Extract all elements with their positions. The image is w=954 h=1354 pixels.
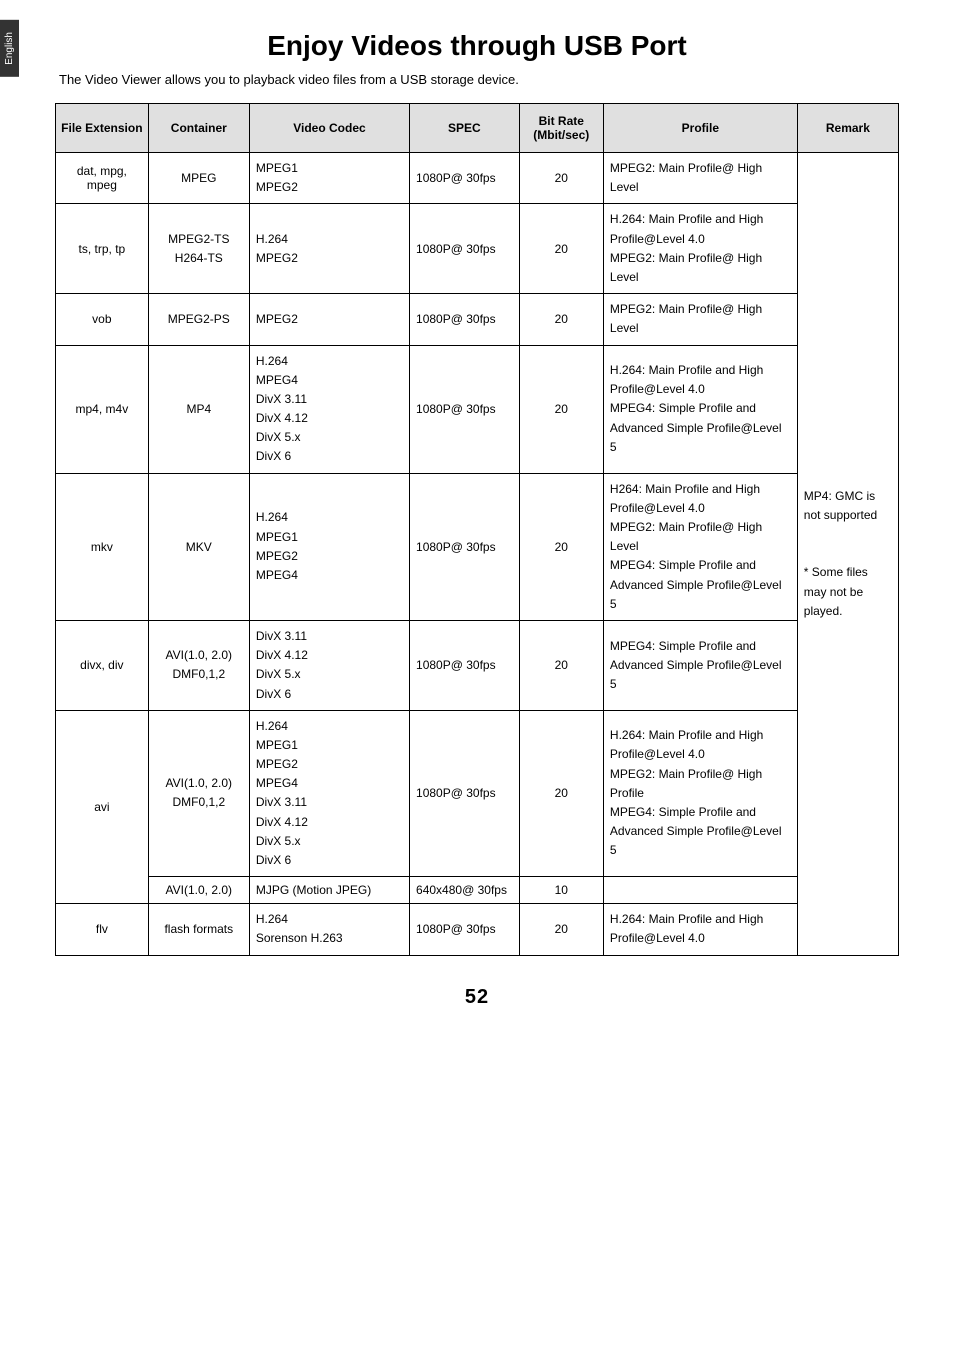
cell-ext: vob — [56, 294, 149, 345]
cell-ext: dat, mpg, mpeg — [56, 153, 149, 204]
cell-spec: 1080P@ 30fps — [410, 345, 520, 473]
table-row: avi AVI(1.0, 2.0)DMF0,1,2 H.264MPEG1MPEG… — [56, 710, 899, 877]
cell-profile: H.264: Main Profile and High Profile@Lev… — [603, 904, 797, 955]
cell-codec: H.264MPEG1MPEG2MPEG4 — [249, 473, 409, 620]
header-codec: Video Codec — [249, 104, 409, 153]
cell-container: AVI(1.0, 2.0)DMF0,1,2 — [148, 620, 249, 710]
table-row: mkv MKV H.264MPEG1MPEG2MPEG4 1080P@ 30fp… — [56, 473, 899, 620]
cell-bitrate: 20 — [519, 294, 603, 345]
table-row: vob MPEG2-PS MPEG2 1080P@ 30fps 20 MPEG2… — [56, 294, 899, 345]
table-row: dat, mpg, mpeg MPEG MPEG1MPEG2 1080P@ 30… — [56, 153, 899, 204]
cell-codec: H.264Sorenson H.263 — [249, 904, 409, 955]
cell-container: MPEG — [148, 153, 249, 204]
page-number: 52 — [55, 986, 899, 1009]
table-row: divx, div AVI(1.0, 2.0)DMF0,1,2 DivX 3.1… — [56, 620, 899, 710]
header-spec: SPEC — [410, 104, 520, 153]
cell-spec: 1080P@ 30fps — [410, 473, 520, 620]
cell-ext: avi — [56, 710, 149, 904]
cell-spec: 1080P@ 30fps — [410, 710, 520, 877]
cell-container: AVI(1.0, 2.0) — [148, 877, 249, 904]
cell-bitrate: 20 — [519, 620, 603, 710]
table-row: ts, trp, tp MPEG2-TSH264-TS H.264MPEG2 1… — [56, 204, 899, 294]
cell-container: AVI(1.0, 2.0)DMF0,1,2 — [148, 710, 249, 877]
cell-codec: H.264MPEG4DivX 3.11DivX 4.12DivX 5.xDivX… — [249, 345, 409, 473]
cell-ext: ts, trp, tp — [56, 204, 149, 294]
page-subtitle: The Video Viewer allows you to playback … — [59, 72, 899, 87]
cell-bitrate: 10 — [519, 877, 603, 904]
cell-remark: MP4: GMC is not supported* Some files ma… — [797, 153, 898, 956]
cell-ext: mp4, m4v — [56, 345, 149, 473]
cell-spec: 1080P@ 30fps — [410, 294, 520, 345]
cell-bitrate: 20 — [519, 345, 603, 473]
cell-bitrate: 20 — [519, 473, 603, 620]
header-bitrate: Bit Rate (Mbit/sec) — [519, 104, 603, 153]
header-profile: Profile — [603, 104, 797, 153]
cell-spec: 1080P@ 30fps — [410, 904, 520, 955]
cell-profile: H.264: Main Profile and High Profile@Lev… — [603, 710, 797, 877]
cell-codec: MPEG1MPEG2 — [249, 153, 409, 204]
cell-ext: flv — [56, 904, 149, 955]
cell-container: MPEG2-PS — [148, 294, 249, 345]
cell-profile: MPEG2: Main Profile@ High Level — [603, 153, 797, 204]
cell-codec: DivX 3.11DivX 4.12DivX 5.xDivX 6 — [249, 620, 409, 710]
video-codec-table: File Extension Container Video Codec SPE… — [55, 103, 899, 956]
cell-profile: MPEG2: Main Profile@ High Level — [603, 294, 797, 345]
cell-container: MKV — [148, 473, 249, 620]
cell-spec: 1080P@ 30fps — [410, 153, 520, 204]
cell-bitrate: 20 — [519, 204, 603, 294]
cell-profile: H.264: Main Profile and High Profile@Lev… — [603, 345, 797, 473]
cell-bitrate: 20 — [519, 904, 603, 955]
cell-container: MPEG2-TSH264-TS — [148, 204, 249, 294]
cell-ext: mkv — [56, 473, 149, 620]
cell-profile: MPEG4: Simple Profile and Advanced Simpl… — [603, 620, 797, 710]
page-title: Enjoy Videos through USB Port — [55, 30, 899, 62]
cell-codec: MJPG (Motion JPEG) — [249, 877, 409, 904]
cell-spec: 1080P@ 30fps — [410, 204, 520, 294]
cell-profile — [603, 877, 797, 904]
cell-container: MP4 — [148, 345, 249, 473]
table-row: mp4, m4v MP4 H.264MPEG4DivX 3.11DivX 4.1… — [56, 345, 899, 473]
header-remark: Remark — [797, 104, 898, 153]
cell-codec: H.264MPEG1MPEG2MPEG4DivX 3.11DivX 4.12Di… — [249, 710, 409, 877]
cell-spec: 640x480@ 30fps — [410, 877, 520, 904]
cell-codec: MPEG2 — [249, 294, 409, 345]
cell-spec: 1080P@ 30fps — [410, 620, 520, 710]
cell-profile: H264: Main Profile and High Profile@Leve… — [603, 473, 797, 620]
cell-bitrate: 20 — [519, 710, 603, 877]
cell-codec: H.264MPEG2 — [249, 204, 409, 294]
table-row: flv flash formats H.264Sorenson H.263 10… — [56, 904, 899, 955]
cell-profile: H.264: Main Profile and High Profile@Lev… — [603, 204, 797, 294]
table-header-row: File Extension Container Video Codec SPE… — [56, 104, 899, 153]
cell-ext: divx, div — [56, 620, 149, 710]
header-container: Container — [148, 104, 249, 153]
cell-bitrate: 20 — [519, 153, 603, 204]
cell-container: flash formats — [148, 904, 249, 955]
table-row: AVI(1.0, 2.0) MJPG (Motion JPEG) 640x480… — [56, 877, 899, 904]
header-ext: File Extension — [56, 104, 149, 153]
